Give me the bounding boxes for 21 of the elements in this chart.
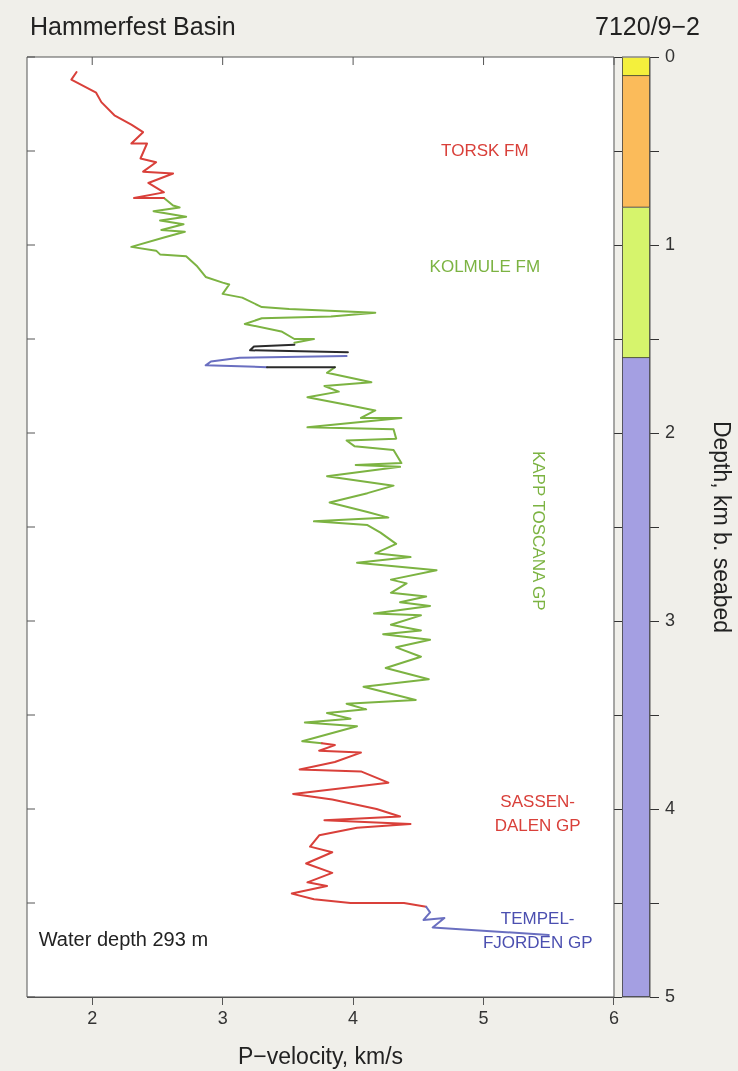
y-tick-label: 1 [665,233,676,254]
annotation: SASSEN- DALEN GP [494,792,581,836]
y-tick-label: 0 [665,45,676,66]
chart-subtitle: 7120/9−2 [595,12,700,41]
x-tick-label: 2 [87,1007,98,1028]
annotation: KAPP TOSCANA GP [529,450,548,611]
y-tick-label: 2 [665,421,676,442]
annotation: KOLMULE FM [429,257,541,277]
x-tick-label: 3 [217,1007,228,1028]
x-tick-label: 5 [478,1007,489,1028]
x-tick-label: 6 [608,1007,619,1028]
annotation: TORSK FM [441,140,529,160]
annotation: TEMPEL- FJORDEN GP [482,908,593,952]
y-tick-label: 3 [665,609,676,630]
x-axis-title: P−velocity, km/s [237,1042,404,1069]
annotation: Water depth 293 m [38,928,209,951]
y-axis-title: Depth, km b. seabed [708,420,735,634]
x-tick-label: 4 [348,1007,359,1028]
y-tick-label: 4 [665,797,676,818]
y-tick-label: 5 [665,985,676,1006]
chart-title: Hammerfest Basin [30,12,236,41]
